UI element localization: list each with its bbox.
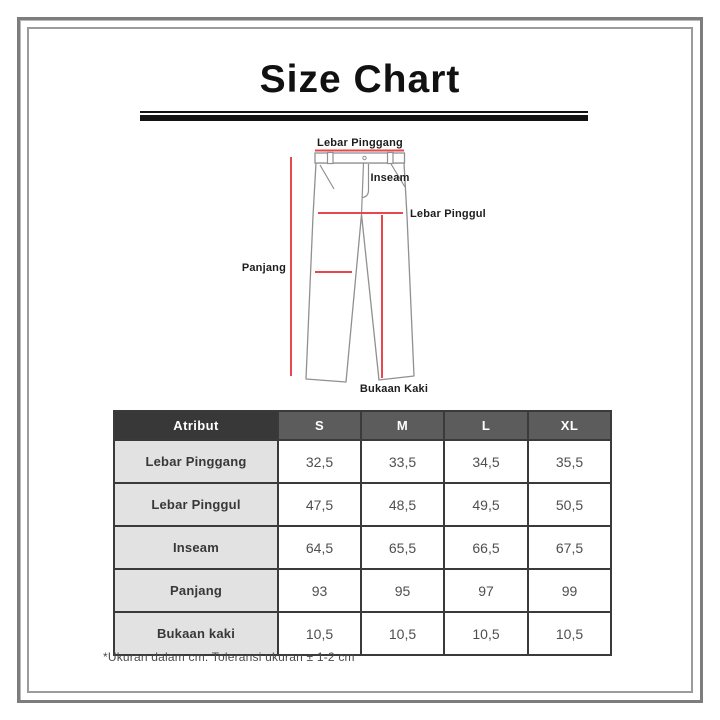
cell-value: 99: [527, 568, 612, 613]
col-header-m: M: [360, 410, 445, 441]
size-table: Atribut S M L XL Lebar Pinggang 32,5 33,…: [113, 410, 612, 656]
table-header-row: Atribut S M L XL: [113, 410, 612, 441]
cell-value: 67,5: [527, 525, 612, 570]
inner-frame-border: [27, 27, 693, 693]
diagram-label-length: Panjang: [242, 262, 286, 274]
outer-frame-border: [17, 17, 703, 703]
cell-value: 95: [360, 568, 445, 613]
row-label: Bukaan kaki: [113, 611, 279, 656]
col-header-l: L: [443, 410, 529, 441]
row-label: Inseam: [113, 525, 279, 570]
cell-value: 10,5: [527, 611, 612, 656]
diagram-label-inseam: Inseam: [370, 172, 409, 184]
cell-value: 32,5: [277, 439, 362, 484]
row-label: Panjang: [113, 568, 279, 613]
cell-value: 97: [443, 568, 529, 613]
table-row-lebar-pinggang: Lebar Pinggang 32,5 33,5 34,5 35,5: [113, 439, 612, 484]
cell-value: 66,5: [443, 525, 529, 570]
col-header-xl: XL: [527, 410, 612, 441]
cell-value: 65,5: [360, 525, 445, 570]
pants-outline: [305, 162, 415, 383]
cell-value: 48,5: [360, 482, 445, 527]
footnote: *Ukuran dalam cm. Toleransi ukuran ± 1-2…: [103, 650, 355, 664]
title-divider-thin: [140, 111, 588, 113]
title-divider-thick: [140, 115, 588, 121]
waistband: [314, 152, 406, 164]
table-row-inseam: Inseam 64,5 65,5 66,5 67,5: [113, 525, 612, 570]
center-front-seam: [360, 162, 365, 215]
cell-value: 10,5: [277, 611, 362, 656]
pocket-line-right: [390, 163, 406, 188]
diagram-label-waist: Lebar Pinggang: [317, 137, 403, 149]
pants-measurement-diagram: Lebar Pinggang Inseam Lebar Pinggul Panj…: [242, 137, 486, 395]
col-header-atribut: Atribut: [113, 410, 279, 441]
cell-value: 10,5: [360, 611, 445, 656]
table-row-bukaan-kaki: Bukaan kaki 10,5 10,5 10,5 10,5: [113, 611, 612, 656]
cell-value: 33,5: [360, 439, 445, 484]
page-title: Size Chart: [259, 58, 461, 101]
table-row-lebar-pinggul: Lebar Pinggul 47,5 48,5 49,5 50,5: [113, 482, 612, 527]
belt-loop-left: [326, 151, 334, 165]
cell-value: 50,5: [527, 482, 612, 527]
cell-value: 64,5: [277, 525, 362, 570]
cell-value: 47,5: [277, 482, 362, 527]
belt-loop-right: [386, 151, 394, 165]
table-row-panjang: Panjang 93 95 97 99: [113, 568, 612, 613]
diagram-label-leg-opening: Bukaan Kaki: [360, 383, 428, 395]
waist-button: [362, 155, 367, 161]
row-label: Lebar Pinggang: [113, 439, 279, 484]
fly-seam: [361, 164, 370, 199]
cell-value: 34,5: [443, 439, 529, 484]
col-header-s: S: [277, 410, 362, 441]
cell-value: 10,5: [443, 611, 529, 656]
diagram-label-hip: Lebar Pinggul: [410, 208, 486, 220]
cell-value: 93: [277, 568, 362, 613]
cell-value: 35,5: [527, 439, 612, 484]
row-label: Lebar Pinggul: [113, 482, 279, 527]
pocket-line-left: [319, 164, 335, 190]
cell-value: 49,5: [443, 482, 529, 527]
